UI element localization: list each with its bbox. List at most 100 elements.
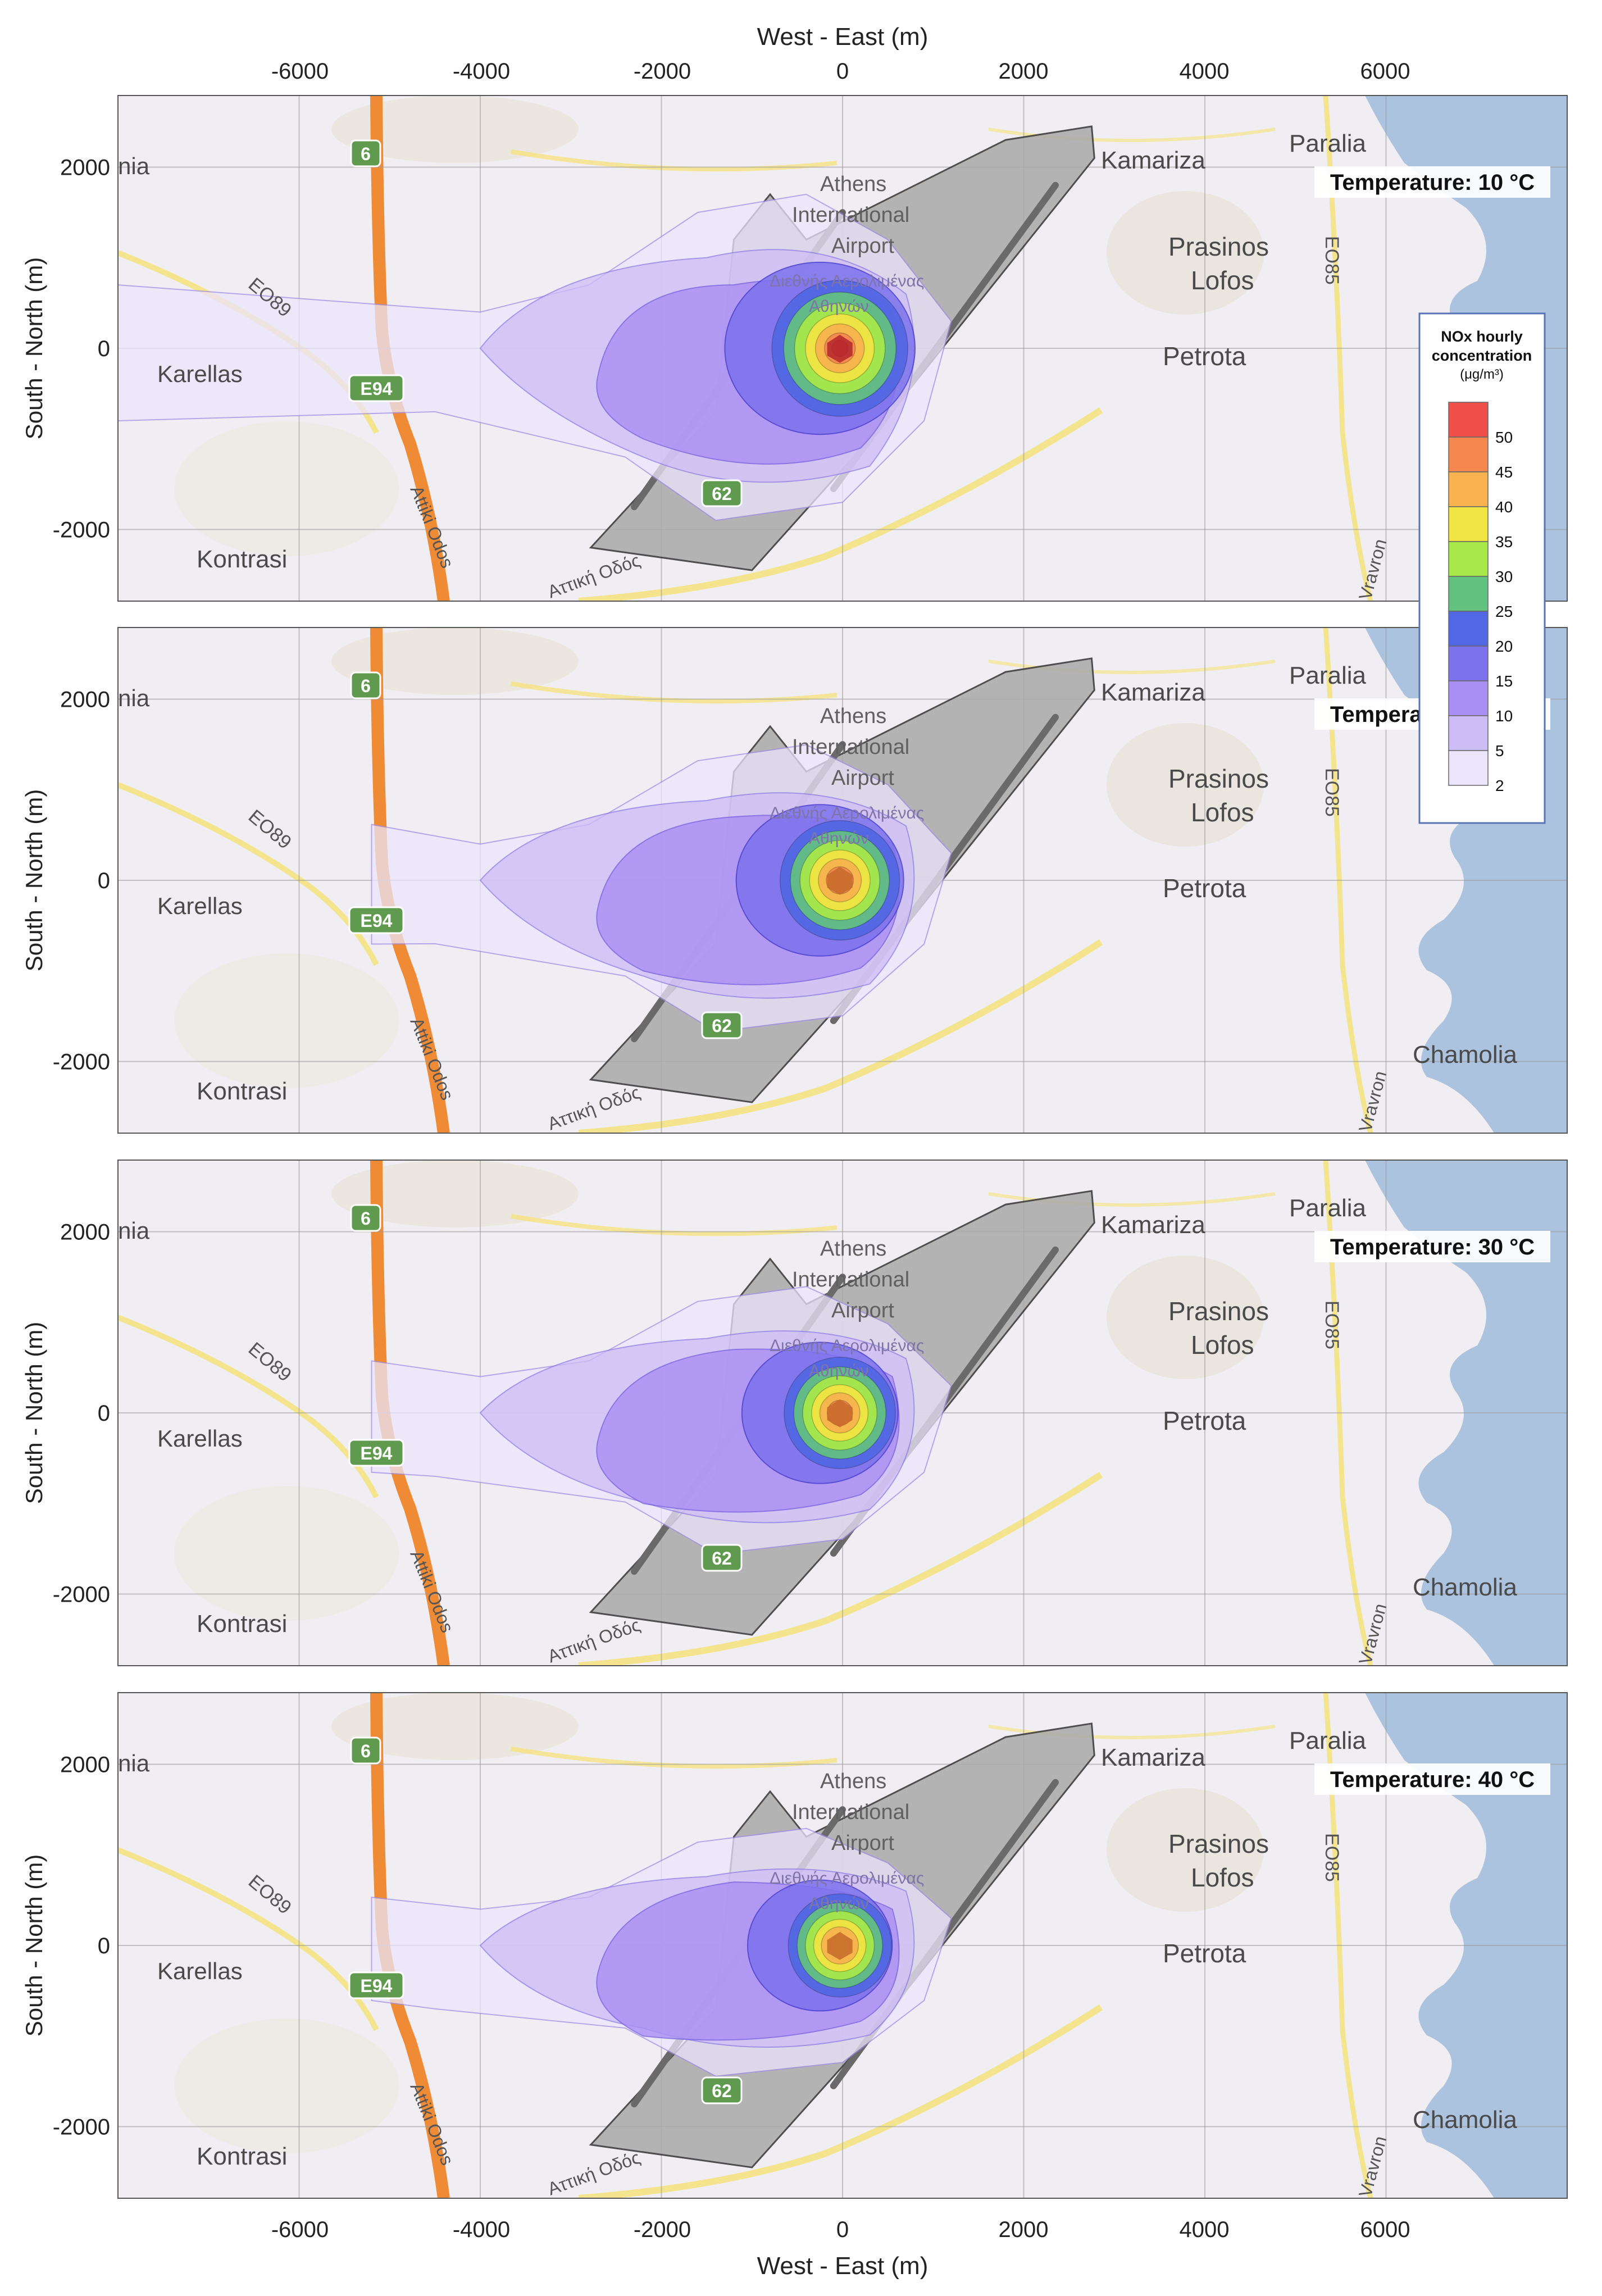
label-lofos: Lofos	[1191, 1330, 1254, 1360]
label-greek-airport: Διεθνής Αερολιμένας	[770, 1869, 924, 1888]
label-kamariza: Kamariza	[1101, 147, 1205, 174]
town-area	[331, 628, 579, 695]
legend-value: 5	[1495, 742, 1504, 760]
bottom-x-ticks: -6000 -4000 -2000 0 2000 4000 6000	[271, 2217, 1410, 2242]
label-prasinos: Prasinos	[1168, 764, 1269, 793]
x-tick-label: 6000	[1360, 59, 1410, 84]
label-airport: Airport	[831, 1299, 894, 1322]
label-athens: Athens	[820, 704, 886, 728]
legend-title-line3: (μg/m³)	[1460, 367, 1504, 382]
legend-swatch	[1448, 645, 1489, 681]
label-road-6: 6	[361, 676, 371, 696]
legend-swatches: 50 45 40 35 30 25 20 15 10 5 2	[1448, 402, 1513, 794]
nox-plume	[118, 193, 952, 521]
label-kontrasi: Kontrasi	[197, 1077, 287, 1105]
temperature-label: Temperature: 10 °C	[1330, 170, 1535, 195]
label-greek-airport: Διεθνής Αερολιμένας	[770, 272, 924, 290]
label-e94-shield	[348, 906, 404, 934]
town-area	[174, 421, 399, 556]
town-area	[174, 953, 399, 1088]
temperature-badge-bg	[1314, 1231, 1550, 1262]
label-e94-shield	[348, 374, 404, 402]
x-tick-label: -2000	[634, 59, 691, 84]
legend-swatch	[1448, 402, 1489, 438]
y-axis-label: South - North (m)	[21, 789, 47, 971]
temperature-label: Temperature: 30 °C	[1330, 1235, 1535, 1260]
map-frame	[117, 1160, 1568, 1666]
label-kamariza: Kamariza	[1101, 1211, 1205, 1239]
label-eo85: EO85	[1321, 236, 1342, 285]
label-kontrasi: Kontrasi	[197, 1610, 287, 1638]
label-road-6: 6	[361, 1208, 371, 1229]
legend-value: 20	[1495, 638, 1513, 655]
label-chamolia: Chamolia	[1413, 1574, 1517, 1601]
emission-source	[827, 866, 853, 895]
label-petrota: Petrota	[1163, 342, 1246, 371]
y-tick-label: -2000	[53, 518, 110, 543]
label-road-62-shield	[701, 2076, 743, 2104]
town-area	[1107, 1256, 1264, 1379]
label-airport: Airport	[831, 234, 894, 258]
label-road-62-shield	[701, 1544, 743, 1572]
y-tick-label: 2000	[60, 1220, 110, 1245]
label-petrota: Petrota	[1163, 1406, 1246, 1435]
label-paralia: Paralia	[1289, 1727, 1366, 1754]
x-tick-label: 6000	[1360, 2217, 1410, 2242]
y-axis-label: South - North (m)	[21, 257, 47, 439]
x-tick-label: -4000	[453, 2217, 510, 2242]
minor-road	[988, 1192, 1276, 1207]
label-prasinos: Prasinos	[1168, 1297, 1269, 1326]
label-international: International	[792, 735, 909, 759]
label-karellas: Karellas	[157, 1958, 243, 1984]
label-karellas: Karellas	[157, 893, 243, 919]
label-karellas: Karellas	[157, 361, 243, 387]
label-chamolia: Chamolia	[1413, 2106, 1517, 2134]
town-area	[1107, 723, 1264, 847]
label-e94: E94	[361, 379, 393, 399]
legend-value: 40	[1495, 498, 1513, 516]
map-panel: nia Kamariza Paralia Athens International Air…	[21, 1692, 1568, 2199]
y-tick-label: -2000	[53, 2115, 110, 2140]
legend-swatch	[1448, 715, 1489, 751]
label-e94-shield	[348, 1971, 404, 1999]
emission-source	[827, 1931, 853, 1960]
legend-swatch	[1448, 680, 1489, 716]
label-e94: E94	[361, 1976, 393, 1996]
y-tick-label: -2000	[53, 1583, 110, 1607]
minor-road	[988, 660, 1276, 674]
label-greek-airport: Διεθνής Αερολιμένας	[770, 1336, 924, 1355]
label-e94: E94	[361, 1443, 393, 1463]
legend-value: 10	[1495, 707, 1513, 725]
road-attiki-odos	[578, 1471, 1103, 1666]
label-road-6-shield	[350, 139, 381, 167]
map-panels: nia Kamariza Paralia Athens International Air…	[21, 95, 1568, 2199]
label-eo85: EO85	[1321, 768, 1342, 817]
y-tick-label: 0	[98, 337, 110, 361]
label-e94: E94	[361, 911, 393, 931]
label-road-6: 6	[361, 144, 371, 164]
town-area	[1107, 191, 1264, 315]
road-attiki-odos	[578, 939, 1103, 1133]
label-road-62-shield	[701, 479, 743, 507]
x-tick-label: 4000	[1180, 2217, 1230, 2242]
label-airport: Airport	[831, 1831, 894, 1855]
legend-value: 15	[1495, 672, 1513, 690]
map-panel: nia Kamariza Paralia Athens International Air…	[21, 627, 1568, 1134]
label-petrota: Petrota	[1163, 874, 1246, 903]
label-road-6: 6	[361, 1741, 371, 1761]
nox-plume	[371, 744, 952, 1033]
town-area	[1107, 1788, 1264, 1912]
map-panel-content: nia Kamariza Paralia Athens International Air…	[118, 96, 1567, 601]
label-road-6-shield	[350, 1736, 381, 1765]
label-lofos: Lofos	[1191, 266, 1254, 295]
label-paralia: Paralia	[1289, 1194, 1366, 1222]
label-greek-athens: Αθηνών	[809, 1894, 869, 1913]
label-road-62: 62	[712, 1548, 732, 1568]
x-tick-label: 0	[836, 59, 849, 84]
x-tick-label: -6000	[271, 2217, 329, 2242]
x-tick-label: -6000	[271, 59, 329, 84]
y-tick-label: 0	[98, 1934, 110, 1958]
map-frame	[117, 627, 1568, 1134]
legend-swatch	[1448, 437, 1489, 472]
road-attiki-odos	[578, 407, 1103, 601]
